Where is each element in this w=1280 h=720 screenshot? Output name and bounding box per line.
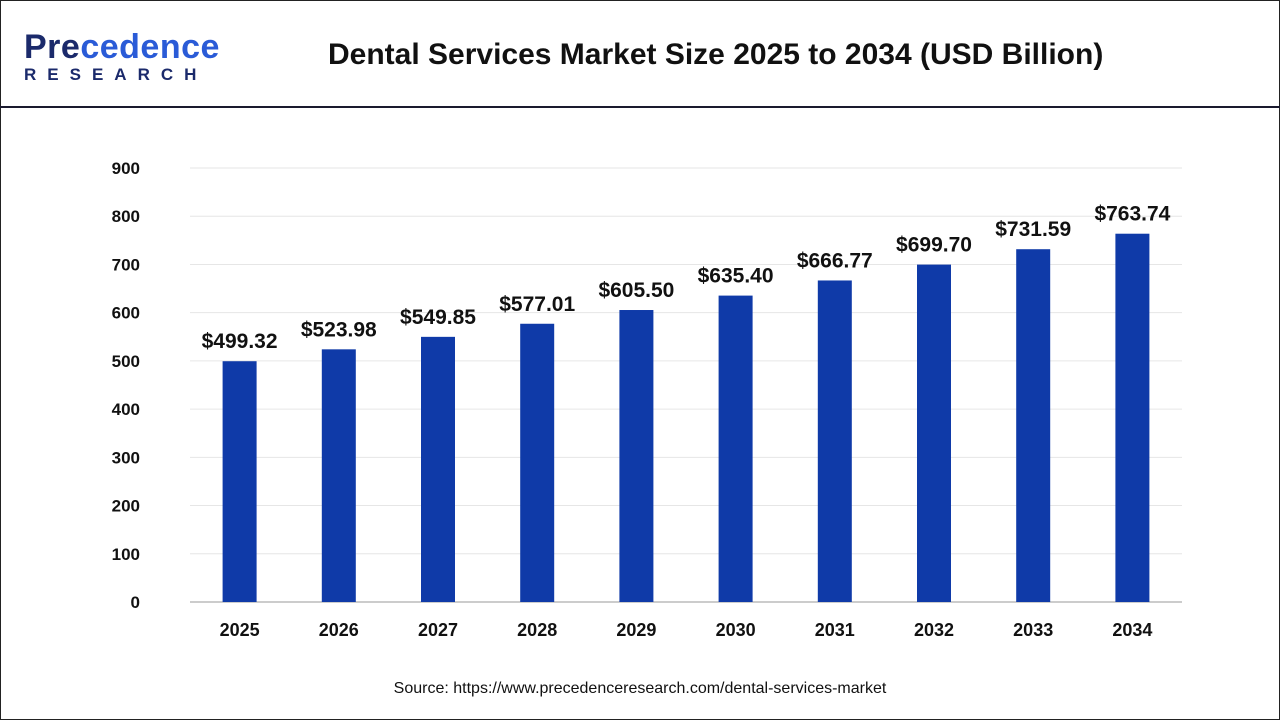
bar <box>321 349 356 602</box>
bar <box>421 336 455 602</box>
data-label: $731.59 <box>995 218 1071 241</box>
y-tick-label: 900 <box>112 159 140 178</box>
bar <box>1016 249 1051 602</box>
data-label: $523.98 <box>301 318 377 341</box>
x-tick-label: 2034 <box>1112 620 1152 640</box>
data-label: $499.32 <box>202 330 278 353</box>
y-tick-label: 200 <box>112 497 140 516</box>
x-tick-label: 2030 <box>716 620 756 640</box>
x-tick-label: 2026 <box>319 620 359 640</box>
bar <box>222 361 257 602</box>
x-tick-label: 2032 <box>914 620 954 640</box>
y-tick-label: 800 <box>112 207 140 226</box>
chart-title: Dental Services Market Size 2025 to 2034… <box>328 38 1104 71</box>
y-tick-label: 500 <box>112 352 140 371</box>
data-label: $699.70 <box>896 234 972 257</box>
header: Precedence RESEARCH Dental Services Mark… <box>0 0 1280 108</box>
precedence-research-logo: Precedence RESEARCH <box>24 28 220 84</box>
bar <box>817 280 852 602</box>
x-tick-label: 2028 <box>517 620 557 640</box>
data-label: $635.40 <box>698 265 774 288</box>
y-tick-label: 700 <box>112 255 140 274</box>
bar <box>619 310 654 602</box>
data-label: $666.77 <box>797 249 873 272</box>
data-label: $763.74 <box>1094 203 1170 226</box>
x-tick-label: 2025 <box>220 620 260 640</box>
x-tick-label: 2031 <box>815 620 855 640</box>
bar <box>1115 233 1150 603</box>
y-tick-label: 400 <box>112 400 140 419</box>
x-tick-label: 2027 <box>418 620 458 640</box>
bar <box>520 323 555 602</box>
bar <box>718 295 753 602</box>
x-tick-label: 2033 <box>1013 620 1053 640</box>
y-tick-label: 100 <box>112 545 140 564</box>
y-tick-label: 0 <box>131 593 140 612</box>
x-tick-label: 2029 <box>616 620 656 640</box>
source-text: Source: https://www.precedenceresearch.c… <box>393 680 887 697</box>
y-tick-label: 600 <box>112 304 140 323</box>
data-label: $605.50 <box>598 279 674 302</box>
data-label: $577.01 <box>499 293 575 316</box>
bar <box>917 264 951 602</box>
data-label: $549.85 <box>400 306 476 329</box>
y-tick-label: 300 <box>112 448 140 467</box>
